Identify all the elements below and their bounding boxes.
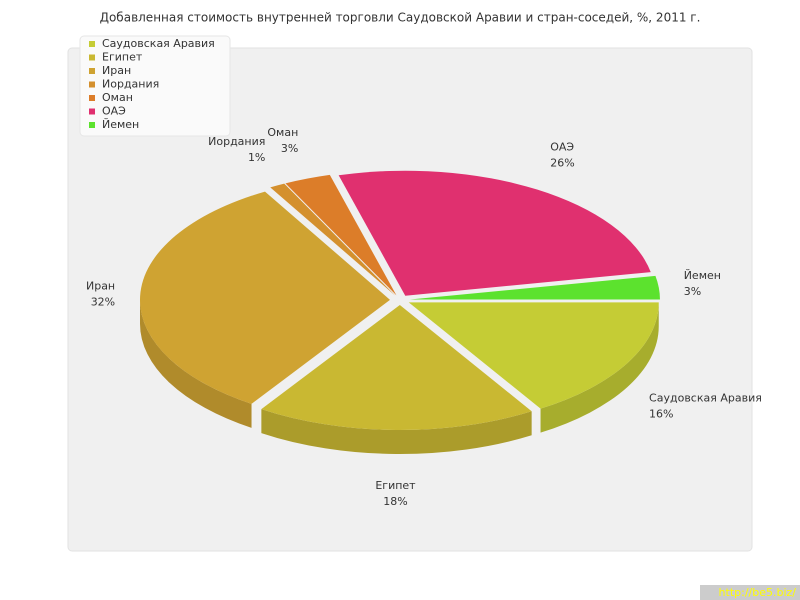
slice bbox=[338, 170, 651, 296]
legend-swatch bbox=[89, 122, 95, 128]
slice bbox=[261, 304, 532, 430]
slice-side bbox=[261, 409, 532, 454]
slice-value: 18% bbox=[383, 495, 407, 508]
slice-label: Йемен bbox=[684, 269, 721, 282]
watermark-bg bbox=[700, 585, 800, 600]
slice-label: Оман bbox=[267, 126, 298, 139]
legend-label: Оман bbox=[102, 91, 133, 104]
plot-area bbox=[67, 47, 753, 552]
legend-label: Иордания bbox=[102, 78, 159, 91]
legend-swatch bbox=[89, 41, 95, 47]
legend-label: Саудовская Аравия bbox=[102, 37, 215, 50]
legend-label: Йемен bbox=[102, 118, 139, 131]
slice bbox=[285, 174, 397, 296]
slice-label: Египет bbox=[375, 479, 416, 492]
legend-swatch bbox=[89, 95, 95, 101]
slice-value: 16% bbox=[649, 408, 673, 421]
legend bbox=[79, 35, 231, 137]
slice-label: Иран bbox=[86, 280, 115, 293]
slice-side bbox=[540, 302, 659, 433]
slice bbox=[140, 191, 391, 404]
slice-value: 3% bbox=[684, 285, 701, 298]
legend-label: ОАЭ bbox=[102, 105, 126, 118]
legend-label: Иран bbox=[102, 64, 131, 77]
chart-title: Добавленная стоимость внутренней торговл… bbox=[100, 11, 701, 25]
slice-value: 1% bbox=[248, 151, 265, 164]
legend-swatch bbox=[89, 81, 95, 88]
slice-label: ОАЭ bbox=[550, 141, 574, 154]
slice-label: Саудовская Аравия bbox=[649, 392, 762, 405]
slice-value: 32% bbox=[91, 296, 115, 309]
legend-label: Египет bbox=[102, 51, 143, 64]
slice-value: 26% bbox=[550, 157, 574, 170]
slice-side bbox=[140, 299, 252, 428]
slice-label: Иордания bbox=[208, 135, 265, 148]
slice-value: 3% bbox=[281, 142, 298, 155]
watermark: http://be5.biz/ bbox=[719, 586, 797, 599]
slice bbox=[408, 302, 659, 409]
slice bbox=[270, 183, 396, 296]
legend-swatch bbox=[89, 68, 95, 74]
slice bbox=[409, 275, 660, 300]
legend-swatch bbox=[89, 108, 95, 115]
legend-swatch bbox=[89, 54, 95, 61]
